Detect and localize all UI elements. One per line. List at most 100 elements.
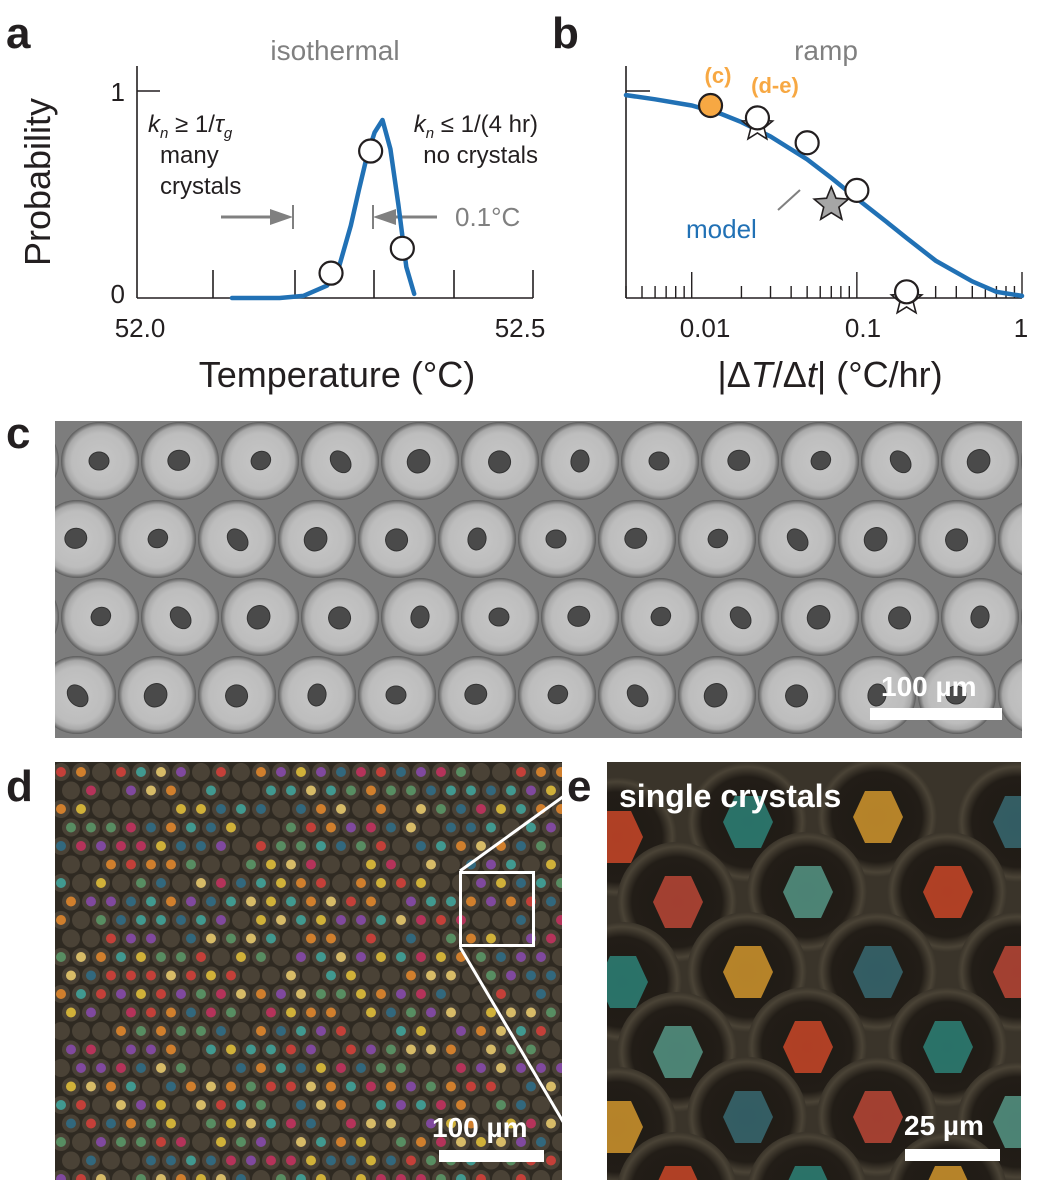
crystal [366,1081,376,1092]
crystal [186,896,196,907]
crystal [436,804,446,814]
crystal [486,1007,496,1018]
crystal [206,1118,216,1129]
crystal [316,1100,326,1110]
crystal [526,822,536,833]
droplet [182,781,200,800]
crystal [136,989,146,999]
crystal [486,859,496,870]
crystal [106,1118,116,1129]
crystal [376,767,386,777]
crystal [993,1096,1021,1148]
crystal [276,989,286,999]
e-title: single crystals [619,778,842,814]
crystal [206,1081,216,1092]
crystal [326,1155,336,1166]
xlabel-part: /Δ [773,354,807,395]
droplet [72,911,90,929]
crystal [296,1174,306,1180]
droplet [182,1040,200,1059]
crystal [176,1063,186,1073]
crystal [126,1007,136,1018]
crystal [116,767,126,777]
crystal [286,785,296,796]
crystal [376,952,386,962]
crystal [226,528,249,552]
crystal [396,1174,406,1180]
zoom-inset-box [459,871,535,947]
e-scale-label: 25 µm [904,1110,984,1141]
crystal [76,767,86,777]
crystal [90,606,112,627]
crystal [196,952,206,962]
droplet [432,1022,450,1040]
crystal [970,605,990,629]
crystal [225,684,249,708]
b-xtick-label-0.1: 0.1 [845,313,881,343]
a-x-axis-label: Temperature (°C) [199,354,475,395]
droplet [182,1114,200,1133]
crystal [256,767,266,777]
crystal [176,1174,186,1180]
crystal [256,1026,266,1036]
crystal [296,1100,306,1110]
crystal [456,767,466,777]
crystal [56,1137,66,1147]
b-model-line [623,92,1025,299]
crystal [56,878,66,888]
crystal [506,785,516,796]
crystal [146,859,156,870]
crystal [336,1100,346,1110]
crystal [116,989,126,999]
crystal [446,822,456,833]
crystal [316,989,326,999]
crystal [266,1081,276,1092]
crystal [376,841,386,851]
crystal [366,1007,376,1018]
crystal [486,1081,496,1092]
crystal [146,1118,156,1129]
crystal [216,878,226,888]
crystal [476,1026,486,1036]
droplet [362,966,380,985]
crystal [456,804,466,814]
droplet [92,1096,110,1114]
a-title: isothermal [270,35,399,66]
crystal [386,1118,396,1129]
crystal [416,841,426,851]
crystal [446,1081,456,1092]
droplet [102,1003,120,1022]
n-subscript: n [160,125,168,142]
crystal [76,804,86,814]
crystal [306,896,316,907]
polarized-micrograph-wide: 100 µm [55,762,562,1180]
crystal [396,1100,406,1110]
crystal [296,1026,306,1036]
crystal [446,896,456,907]
crystal [546,896,556,907]
crystal [126,970,136,981]
a-kn-ge-label: kn ≥ 1/τg [148,111,233,142]
droplet [192,763,210,781]
crystal [96,841,106,851]
crystal [256,989,266,999]
crystal [66,896,76,907]
crystal [136,1137,146,1147]
crystal [328,606,352,630]
crystal [126,822,136,833]
droplet [412,1059,430,1077]
crystal [64,527,88,549]
crystal [406,449,431,474]
crystal [56,952,66,962]
crystal [396,989,406,999]
crystal [329,450,352,474]
crystal [446,1007,456,1018]
droplet [92,1022,110,1040]
droplet [252,1170,270,1180]
crystal [176,1026,186,1036]
ramp-chart: 0.01 0.1 1 |ΔT/Δt| (°C/hr) ramp model (c… [623,35,1028,395]
g-subscript: g [224,125,233,142]
crystal [196,878,206,888]
relation-text: ≤ 1/(4 hr) [434,111,538,138]
crystal [66,970,76,981]
